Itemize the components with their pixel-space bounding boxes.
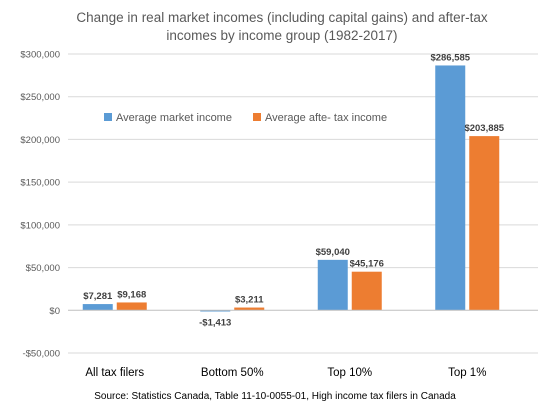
legend-swatch xyxy=(253,113,261,121)
y-tick-label: $250,000 xyxy=(20,92,60,103)
bar-market-income xyxy=(435,65,466,311)
y-axis-tick-labels: -$50,000 $0 $50,000 $100,000 $150,000 $200,00… xyxy=(20,50,60,360)
bar-after-tax-income xyxy=(116,302,147,311)
source-note: Source: Statistics Canada, Table 11-10-0… xyxy=(94,391,456,402)
data-label: $7,281 xyxy=(83,291,113,302)
bar-after-tax-income xyxy=(351,271,382,311)
bars xyxy=(82,65,500,312)
data-label: $59,040 xyxy=(316,247,350,258)
category-label: Top 1% xyxy=(448,367,486,379)
y-tick-label: $100,000 xyxy=(20,220,60,231)
bar-market-income xyxy=(200,310,231,312)
data-label: $45,176 xyxy=(350,259,384,270)
legend-label: Average market income xyxy=(116,112,232,124)
chart-title-line-2: incomes by income group (1982-2017) xyxy=(166,28,397,43)
data-label: $9,168 xyxy=(117,289,146,300)
data-labels: $7,281 $9,168 -$1,413 $3,211 $59,040$45,176 $… xyxy=(83,52,505,328)
x-axis-category-labels: All tax filers Bottom 50% Top 10% Top 1% xyxy=(85,367,486,379)
bar-after-tax-income xyxy=(469,136,500,311)
y-tick-label: $150,000 xyxy=(20,178,60,189)
category-label: Bottom 50% xyxy=(201,367,264,379)
legend: Average market income Average afte- tax i… xyxy=(104,112,387,124)
data-label: -$1,413 xyxy=(199,317,231,328)
data-label: $203,885 xyxy=(464,123,504,134)
legend-swatch xyxy=(104,113,112,121)
y-tick-label: -$50,000 xyxy=(22,349,60,360)
bar-market-income xyxy=(317,259,348,311)
bar-after-tax-income xyxy=(234,307,265,311)
y-tick-label: $200,000 xyxy=(20,135,60,146)
legend-label: Average afte- tax income xyxy=(265,112,387,124)
data-label: $3,211 xyxy=(235,295,264,306)
bar-market-income xyxy=(82,304,113,311)
y-tick-label: $50,000 xyxy=(26,263,60,274)
chart-title-line-1: Change in real market incomes (including… xyxy=(76,10,487,25)
y-tick-label: $0 xyxy=(49,306,60,317)
category-label: Top 10% xyxy=(327,367,372,379)
data-label: $286,585 xyxy=(430,52,470,63)
category-label: All tax filers xyxy=(85,367,144,379)
gridlines xyxy=(68,53,538,354)
y-tick-label: $300,000 xyxy=(20,50,60,61)
